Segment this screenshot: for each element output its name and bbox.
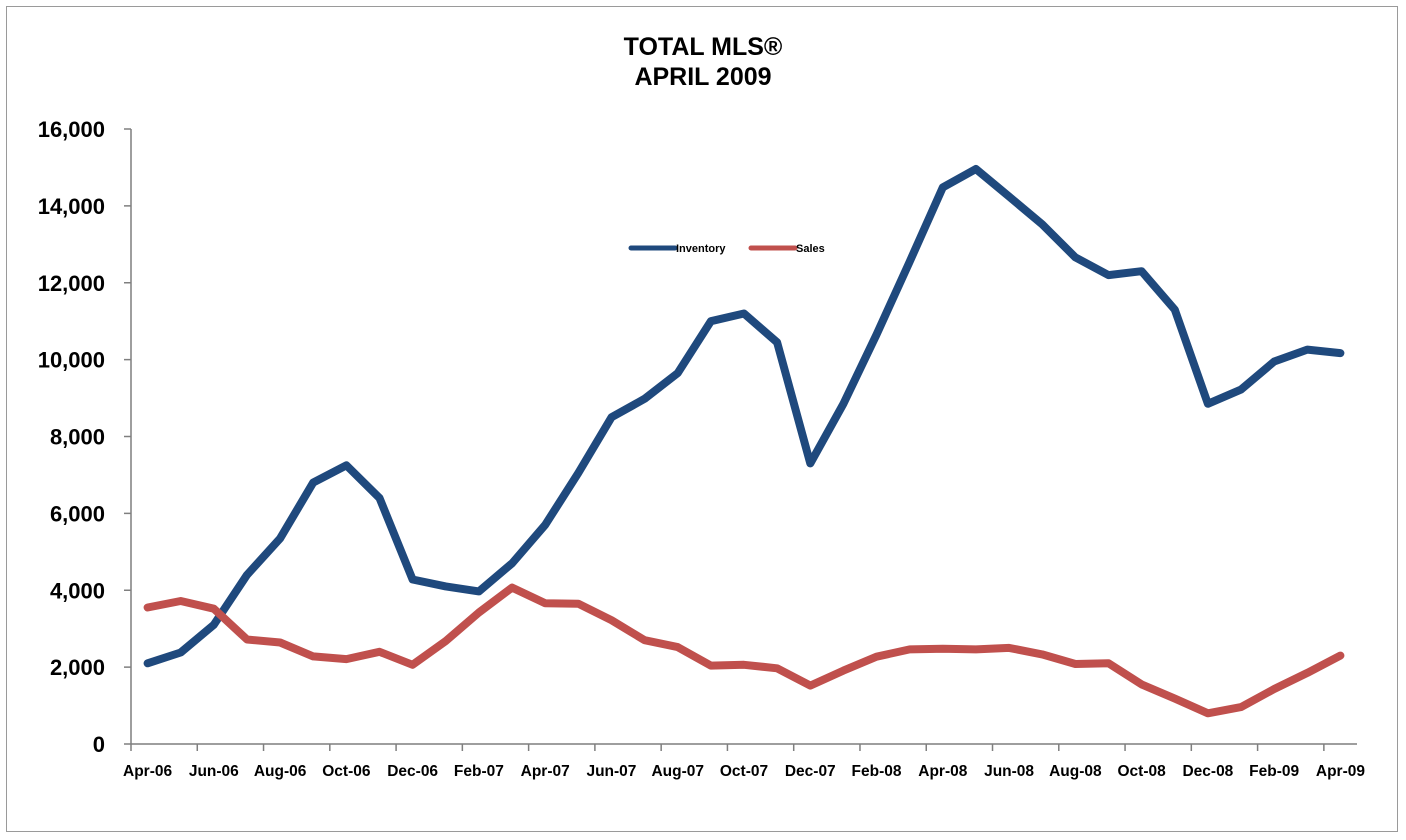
x-tick-label: Dec-06 (387, 763, 438, 780)
x-tick-label: Apr-06 (123, 763, 172, 780)
line-chart: TOTAL MLS® APRIL 2009 0 2,000 4,000 6,000 8,… (38, 33, 1366, 780)
y-tick-label: 14,000 (38, 194, 105, 219)
x-tick-label: Oct-08 (1117, 763, 1166, 780)
x-tick-label: Apr-09 (1316, 763, 1365, 780)
x-tick-label: Aug-08 (1049, 763, 1102, 780)
x-axis-ticks: Apr-06 Jun-06 Aug-06 Oct-06 Dec-06 Feb-07 Apr-… (123, 744, 1365, 780)
x-tick-label: Apr-08 (918, 763, 967, 780)
x-tick-label: Jun-08 (984, 763, 1034, 780)
x-tick-label: Jun-06 (189, 763, 239, 780)
x-tick-label: Dec-07 (785, 763, 836, 780)
x-tick-label: Dec-08 (1182, 763, 1233, 780)
y-tick-label: 0 (93, 732, 105, 757)
series-line-sales (143, 583, 1345, 718)
y-tick-label: 4,000 (50, 578, 105, 603)
legend-label-inventory: Inventory (676, 243, 726, 255)
x-tick-label: Feb-08 (852, 763, 902, 780)
y-tick-label: 10,000 (38, 348, 105, 373)
x-tick-label: Feb-09 (1249, 763, 1299, 780)
chart-frame: TOTAL MLS® APRIL 2009 0 2,000 4,000 6,000 8,… (6, 6, 1398, 832)
legend: Inventory Sales (628, 243, 825, 255)
y-tick-label: 8,000 (50, 425, 105, 450)
y-tick-label: 16,000 (38, 117, 105, 142)
x-tick-label: Apr-07 (521, 763, 570, 780)
legend-label-sales: Sales (796, 243, 825, 255)
y-axis-ticks: 0 2,000 4,000 6,000 8,000 10,000 12,000 14,000 1… (38, 117, 131, 757)
x-tick-label: Feb-07 (454, 763, 504, 780)
y-tick-label: 6,000 (50, 501, 105, 526)
chart-subtitle: APRIL 2009 (634, 63, 771, 91)
y-tick-label: 2,000 (50, 655, 105, 680)
y-tick-label: 12,000 (38, 271, 105, 296)
chart-title: TOTAL MLS® (624, 33, 783, 61)
x-tick-label: Aug-07 (651, 763, 704, 780)
x-tick-label: Jun-07 (586, 763, 636, 780)
x-tick-label: Aug-06 (254, 763, 307, 780)
series-layer (143, 165, 1345, 718)
x-tick-label: Oct-07 (720, 763, 768, 780)
x-tick-label: Oct-06 (322, 763, 371, 780)
series-line-inventory (143, 165, 1345, 668)
